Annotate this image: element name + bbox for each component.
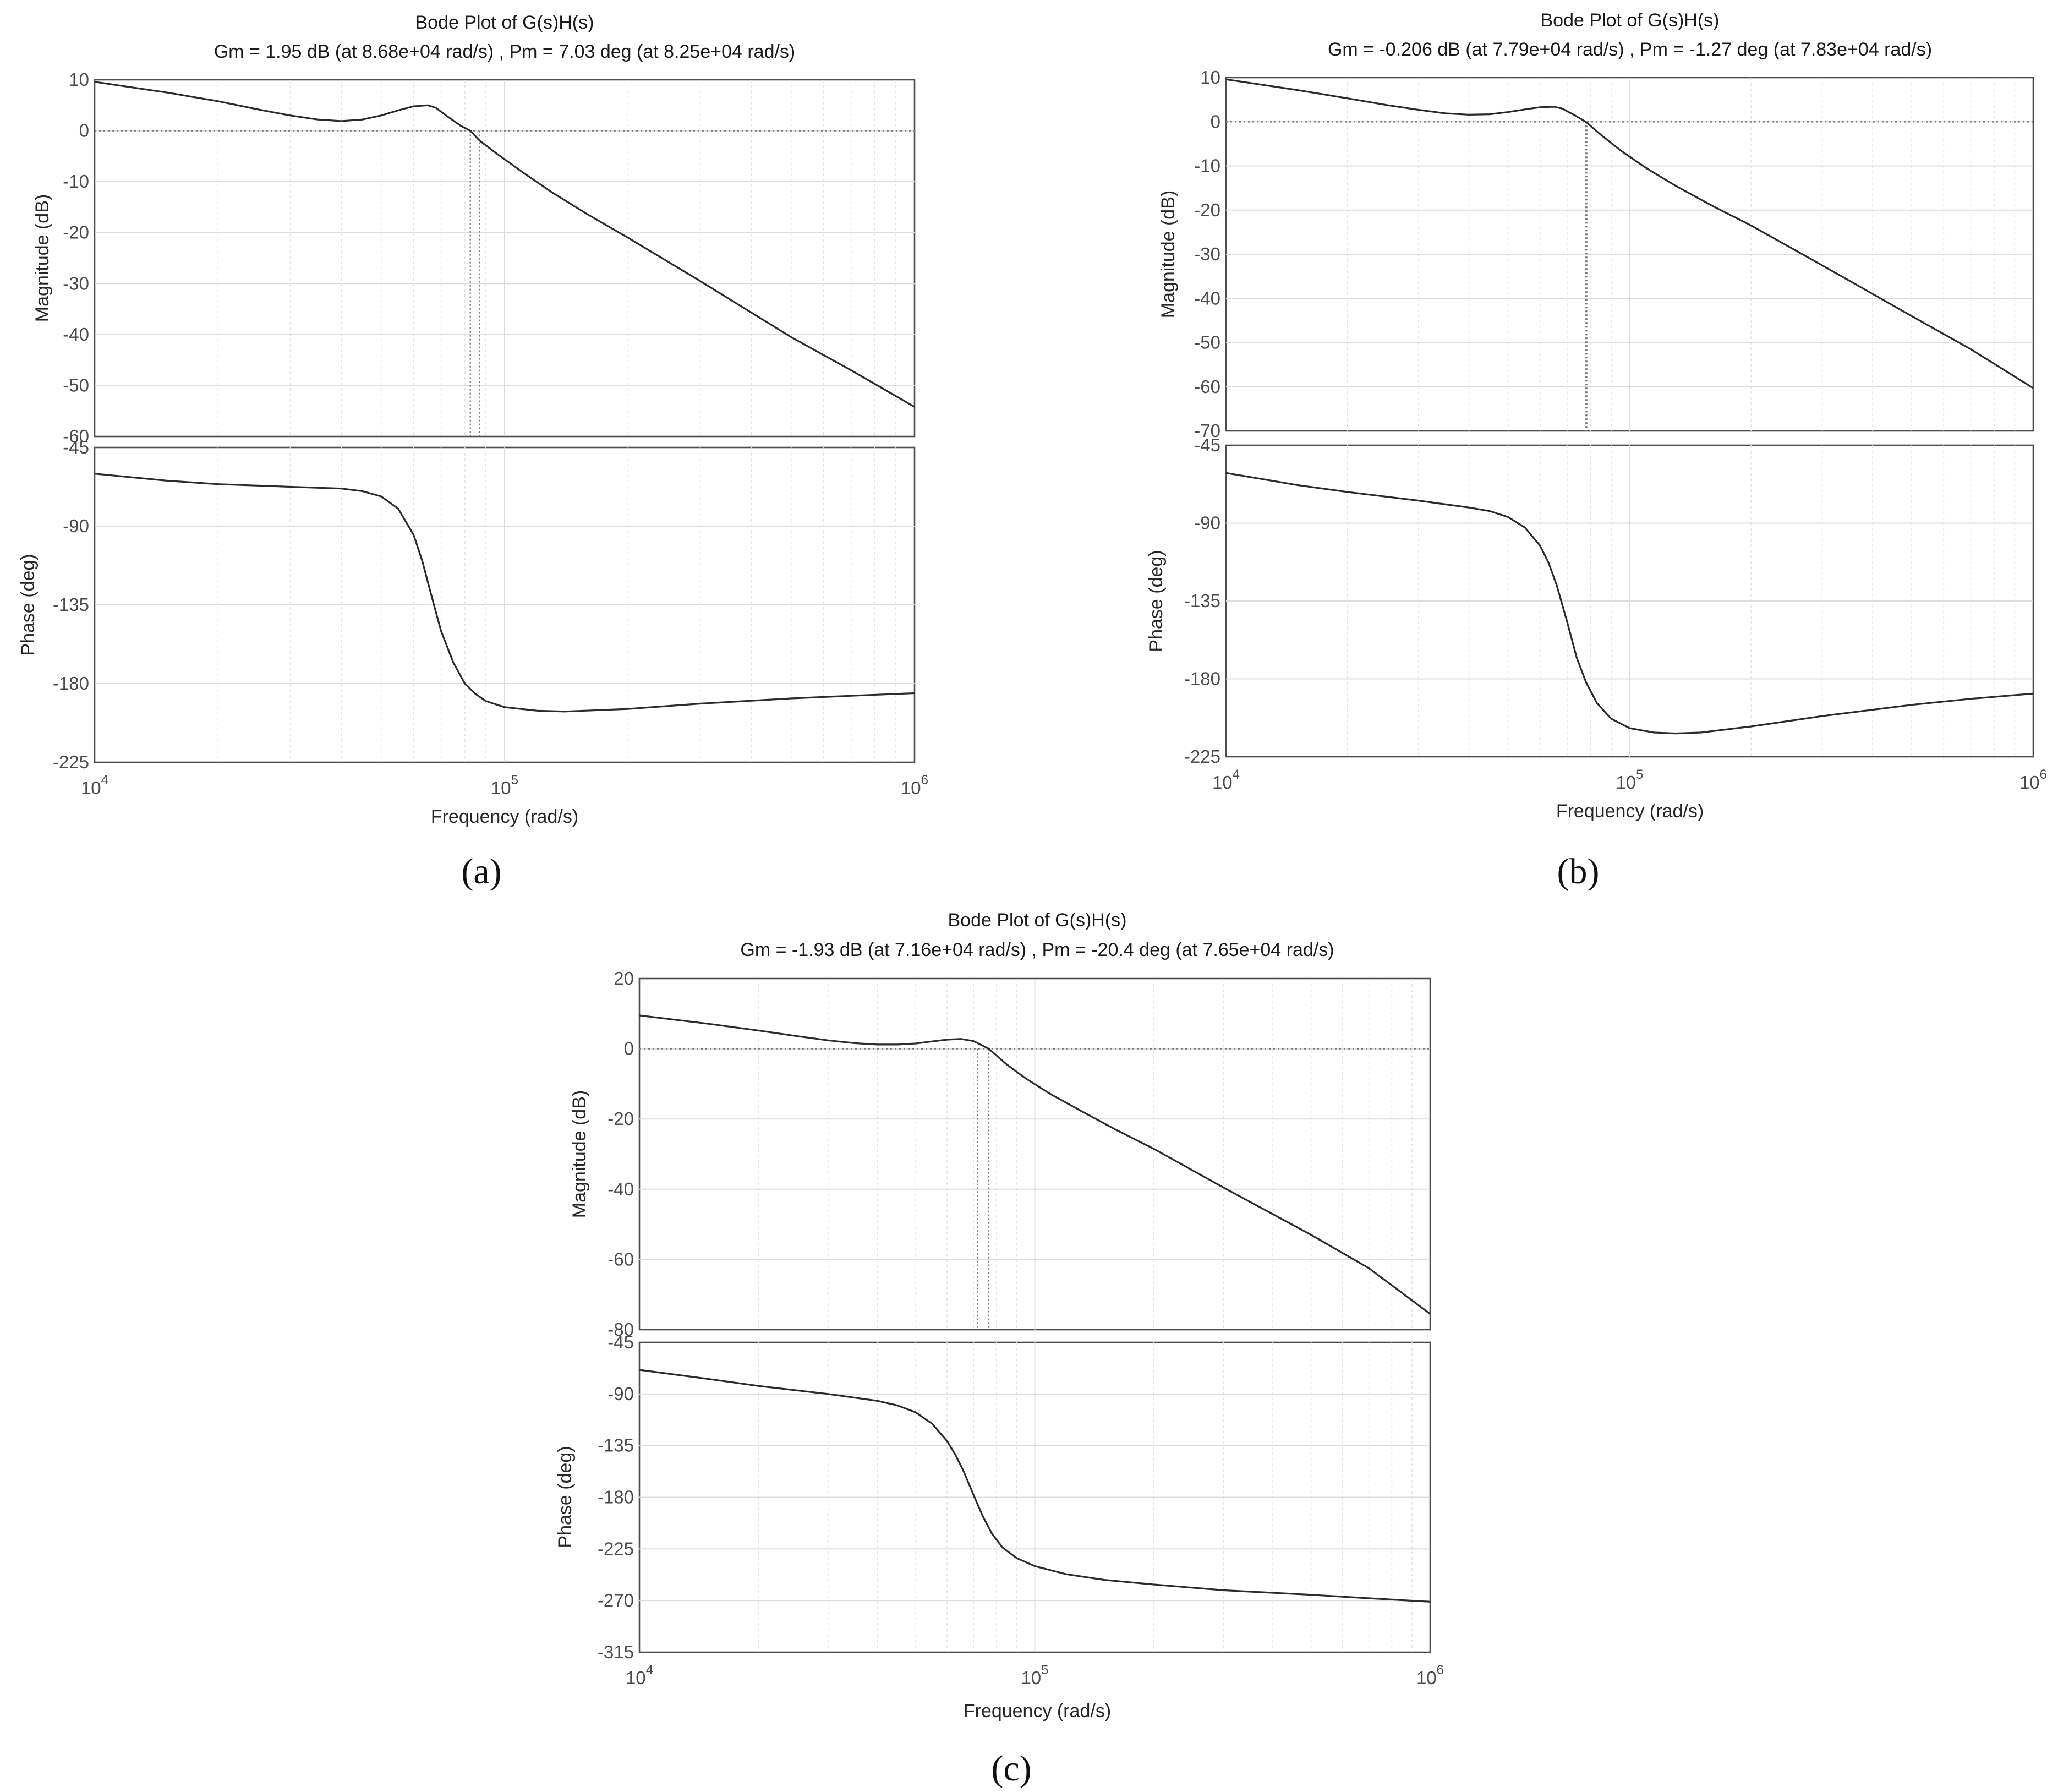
subfigure-label-c: (c) xyxy=(991,1749,1031,1789)
x-tick-label: 104 xyxy=(626,1663,653,1688)
x-tick-labels: 104 105 106 xyxy=(1212,767,2047,793)
magnitude-y-tick-label: -40 xyxy=(1194,288,1220,308)
magnitude-y-tick-label: 0 xyxy=(79,121,89,141)
magnitude-y-label: Magnitude (dB) xyxy=(569,1090,590,1218)
x-tick-labels: 104 105 106 xyxy=(81,773,928,798)
phase-y-tick-label: -135 xyxy=(598,1435,634,1456)
magnitude-grid xyxy=(639,979,1430,1330)
phase-grid xyxy=(95,447,915,762)
x-tick-label: 106 xyxy=(901,773,928,798)
magnitude-y-tick-label: -40 xyxy=(63,324,89,345)
magnitude-grid xyxy=(1226,78,2033,431)
magnitude-y-tick-label: -10 xyxy=(63,171,89,192)
x-tick-label: 106 xyxy=(2019,767,2047,793)
subfigure-label-b: (b) xyxy=(1557,851,1600,892)
magnitude-y-tick-label: -60 xyxy=(63,426,89,446)
plot-subtitle: Gm = -0.206 dB (at 7.79e+04 rad/s) , Pm … xyxy=(1328,39,1932,60)
magnitude-y-tick-label: 20 xyxy=(614,968,634,988)
plot-subtitle: Gm = -1.93 dB (at 7.16e+04 rad/s) , Pm =… xyxy=(740,939,1334,960)
phase-y-tick-label: -90 xyxy=(63,516,89,536)
phase-y-tick-label: -270 xyxy=(598,1590,634,1610)
phase-y-tick-label: -225 xyxy=(1184,746,1220,767)
phase-curve xyxy=(94,473,915,713)
magnitude-y-tick-label: -10 xyxy=(1194,156,1220,176)
bode-panel-b: Bode Plot of G(s)H(s) Gm = -0.206 dB (at… xyxy=(1146,10,2047,892)
phase-y-tick-labels: -45 -90 -135 -180 -225 xyxy=(1184,435,1220,767)
magnitude-y-tick-label: -60 xyxy=(1194,376,1220,397)
phase-y-tick-labels: -45 -90 -135 -180 -225 -270 -315 xyxy=(598,1332,634,1662)
plot-title: Bode Plot of G(s)H(s) xyxy=(415,12,594,33)
magnitude-y-label: Magnitude (dB) xyxy=(1158,190,1179,318)
magnitude-y-tick-label: 0 xyxy=(1211,111,1220,132)
phase-y-tick-label: -45 xyxy=(1194,435,1220,455)
phase-y-tick-label: -90 xyxy=(1194,513,1220,533)
bode-panel-a: Bode Plot of G(s)H(s) Gm = 1.95 dB (at 8… xyxy=(18,12,928,892)
phase-y-label: Phase (deg) xyxy=(555,1446,576,1548)
magnitude-y-tick-label: -60 xyxy=(607,1249,634,1269)
phase-y-tick-label: -180 xyxy=(53,673,89,693)
phase-y-tick-label: -135 xyxy=(1184,591,1220,611)
bode-panel-c: Bode Plot of G(s)H(s) Gm = -1.93 dB (at … xyxy=(555,910,1444,1789)
plot-title: Bode Plot of G(s)H(s) xyxy=(1541,10,1720,31)
phase-y-tick-label: -225 xyxy=(598,1538,634,1559)
x-tick-labels: 104 105 106 xyxy=(626,1663,1444,1688)
phase-grid xyxy=(639,1342,1430,1652)
plot-subtitle: Gm = 1.95 dB (at 8.68e+04 rad/s) , Pm = … xyxy=(214,41,796,62)
x-tick-label: 105 xyxy=(1021,1663,1048,1688)
magnitude-y-tick-labels: 10 0 -10 -20 -30 -40 -50 -60 -70 xyxy=(1194,67,1220,441)
phase-y-label: Phase (deg) xyxy=(18,554,39,655)
magnitude-y-tick-labels: 10 0 -10 -20 -30 -40 -50 -60 xyxy=(63,69,89,446)
magnitude-y-tick-label: -20 xyxy=(63,222,89,243)
phase-curve xyxy=(1225,472,2034,735)
magnitude-y-tick-label: -20 xyxy=(607,1108,634,1129)
x-axis-label: Frequency (rad/s) xyxy=(964,1701,1111,1722)
magnitude-y-tick-label: -30 xyxy=(63,273,89,293)
magnitude-y-tick-label: -30 xyxy=(1194,244,1220,264)
phase-y-tick-label: -45 xyxy=(607,1332,634,1352)
magnitude-y-tick-label: -20 xyxy=(1194,200,1220,220)
x-tick-label: 106 xyxy=(1416,1663,1444,1688)
phase-y-tick-label: -225 xyxy=(53,752,89,772)
plot-title: Bode Plot of G(s)H(s) xyxy=(948,910,1127,931)
magnitude-y-tick-label: 10 xyxy=(1200,67,1220,88)
magnitude-y-tick-label: -40 xyxy=(607,1179,634,1199)
phase-curve xyxy=(639,1369,1431,1603)
magnitude-y-tick-label: 0 xyxy=(624,1039,634,1059)
phase-y-label: Phase (deg) xyxy=(1146,550,1167,652)
phase-y-tick-label: -90 xyxy=(607,1384,634,1404)
magnitude-curve xyxy=(1225,78,2034,389)
phase-grid xyxy=(1226,445,2033,757)
magnitude-curve xyxy=(94,81,915,408)
phase-y-tick-label: -180 xyxy=(1184,669,1220,689)
phase-y-tick-label: -180 xyxy=(598,1487,634,1507)
magnitude-y-tick-label: -70 xyxy=(1194,420,1220,441)
x-tick-label: 104 xyxy=(1212,767,1240,793)
x-axis-label: Frequency (rad/s) xyxy=(431,806,578,827)
subfigure-label-a: (a) xyxy=(461,851,501,892)
x-tick-label: 105 xyxy=(1616,767,1643,793)
x-tick-label: 105 xyxy=(491,773,518,798)
x-axis-label: Frequency (rad/s) xyxy=(1556,801,1704,822)
magnitude-y-label: Magnitude (dB) xyxy=(32,194,53,322)
phase-y-tick-label: -135 xyxy=(53,594,89,615)
phase-y-tick-label: -45 xyxy=(63,437,89,457)
magnitude-y-tick-label: -80 xyxy=(607,1319,634,1340)
magnitude-y-tick-label: -50 xyxy=(1194,332,1220,353)
magnitude-y-tick-label: -50 xyxy=(63,375,89,395)
magnitude-y-tick-labels: 20 0 -20 -40 -60 -80 xyxy=(607,968,634,1340)
magnitude-curve xyxy=(639,1014,1431,1315)
phase-y-tick-labels: -45 -90 -135 -180 -225 xyxy=(53,437,89,772)
magnitude-y-tick-label: 10 xyxy=(69,69,89,90)
x-tick-label: 104 xyxy=(81,773,108,798)
phase-y-tick-label: -315 xyxy=(598,1642,634,1662)
